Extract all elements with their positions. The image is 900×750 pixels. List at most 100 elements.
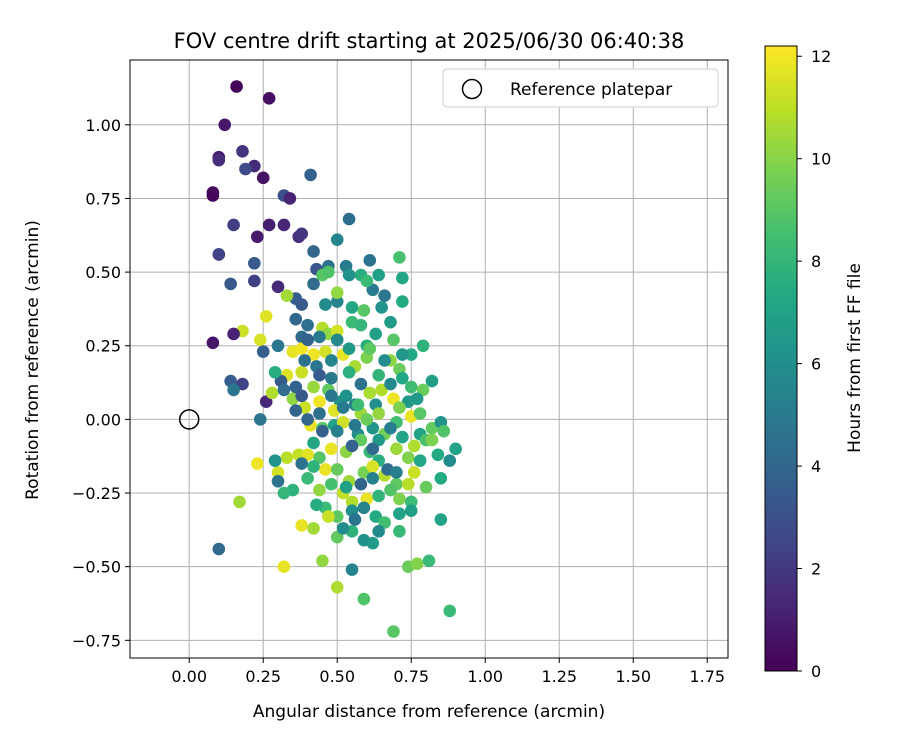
data-point [360,274,374,288]
data-point [253,333,267,347]
data-point [342,268,356,282]
data-point [363,386,377,400]
data-point [434,472,448,485]
data-point [289,380,303,394]
data-point [384,377,397,391]
x-tick-label: 0.25 [245,667,281,686]
data-point [206,189,220,202]
data-point [348,418,362,432]
plot-frame [129,59,729,659]
data-point [301,448,314,462]
data-point [212,542,226,556]
data-point [413,407,427,420]
data-point [227,327,240,341]
data-point [295,457,309,470]
data-point [271,339,285,353]
data-point [366,283,380,297]
data-point [277,383,291,397]
data-point [390,442,403,456]
data-point [313,395,326,409]
data-point [396,348,409,361]
data-point [393,507,406,520]
data-point [262,91,276,105]
data-point [319,463,332,476]
data-point [307,380,320,394]
data-point [280,451,294,464]
data-point [250,230,264,244]
data-point [248,256,261,270]
data-point [410,557,424,571]
data-point [336,401,350,414]
data-point [316,424,329,438]
y-axis-ticks: −0.75 −0.50 −0.25 0.00 0.25 0.50 0.75 1.00 [72,116,130,650]
data-point [250,457,264,470]
data-point [396,430,409,444]
data-point [437,424,451,438]
plot-background [130,60,728,658]
data-point [354,377,368,391]
data-point [375,301,388,314]
y-tick-label: −0.25 [72,484,121,503]
data-point [325,371,338,385]
data-point [307,522,320,535]
data-point [313,368,326,382]
data-point [206,336,220,350]
data-point [295,298,309,311]
data-point [393,525,406,538]
colorbar-tick-label: 6 [811,355,821,374]
y-tick-label: −0.75 [72,631,121,650]
x-tick-label: 1.50 [615,667,651,686]
data-point [416,339,430,353]
data-point [330,333,344,347]
data-point [212,153,226,167]
data-point [443,604,457,618]
data-point [330,510,344,523]
legend: Reference platepar [442,68,719,108]
data-point [322,265,335,279]
colorbar-ticks: 0 2 4 6 8 10 12 [797,47,831,681]
data-point [345,301,359,314]
colorbar-tick-label: 0 [811,662,821,681]
data-point [224,277,237,291]
data-point [366,536,380,550]
data-point [307,348,320,361]
data-point [330,463,344,476]
data-point [422,554,436,568]
data-point [378,289,391,302]
x-tick-label: 0.50 [319,667,355,686]
y-tick-label: −0.50 [72,558,121,577]
data-point [366,460,380,473]
data-point [319,298,332,311]
data-point [378,516,391,529]
data-point [342,212,356,226]
x-axis-ticks: 0.00 0.25 0.50 0.75 1.00 1.25 1.50 1.75 [171,658,725,686]
x-tick-label: 0.00 [171,667,207,686]
colorbar-tick-label: 4 [811,457,821,476]
data-point [233,495,246,509]
data-point [336,416,350,429]
data-point [313,483,326,497]
colorbar-tick-label: 2 [811,560,821,579]
data-point [271,280,285,294]
data-point [384,315,397,329]
x-tick-label: 1.25 [541,667,577,686]
legend-box [442,68,719,108]
data-point [295,365,309,379]
data-point [325,354,338,367]
data-point [342,342,356,355]
data-point [401,451,415,464]
data-point [393,401,406,414]
data-point [366,421,380,435]
data-point [372,407,385,420]
data-point [236,377,249,391]
colorbar-tick-label: 12 [811,47,831,66]
y-tick-label: 0.25 [85,337,121,356]
data-point [449,442,462,456]
data-point [268,454,282,467]
data-point [396,371,409,385]
data-point [298,354,311,367]
legend-entry-reference-platepar: Reference platepar [510,80,672,100]
data-point [289,312,303,326]
data-point [259,309,273,323]
data-point [345,495,359,509]
